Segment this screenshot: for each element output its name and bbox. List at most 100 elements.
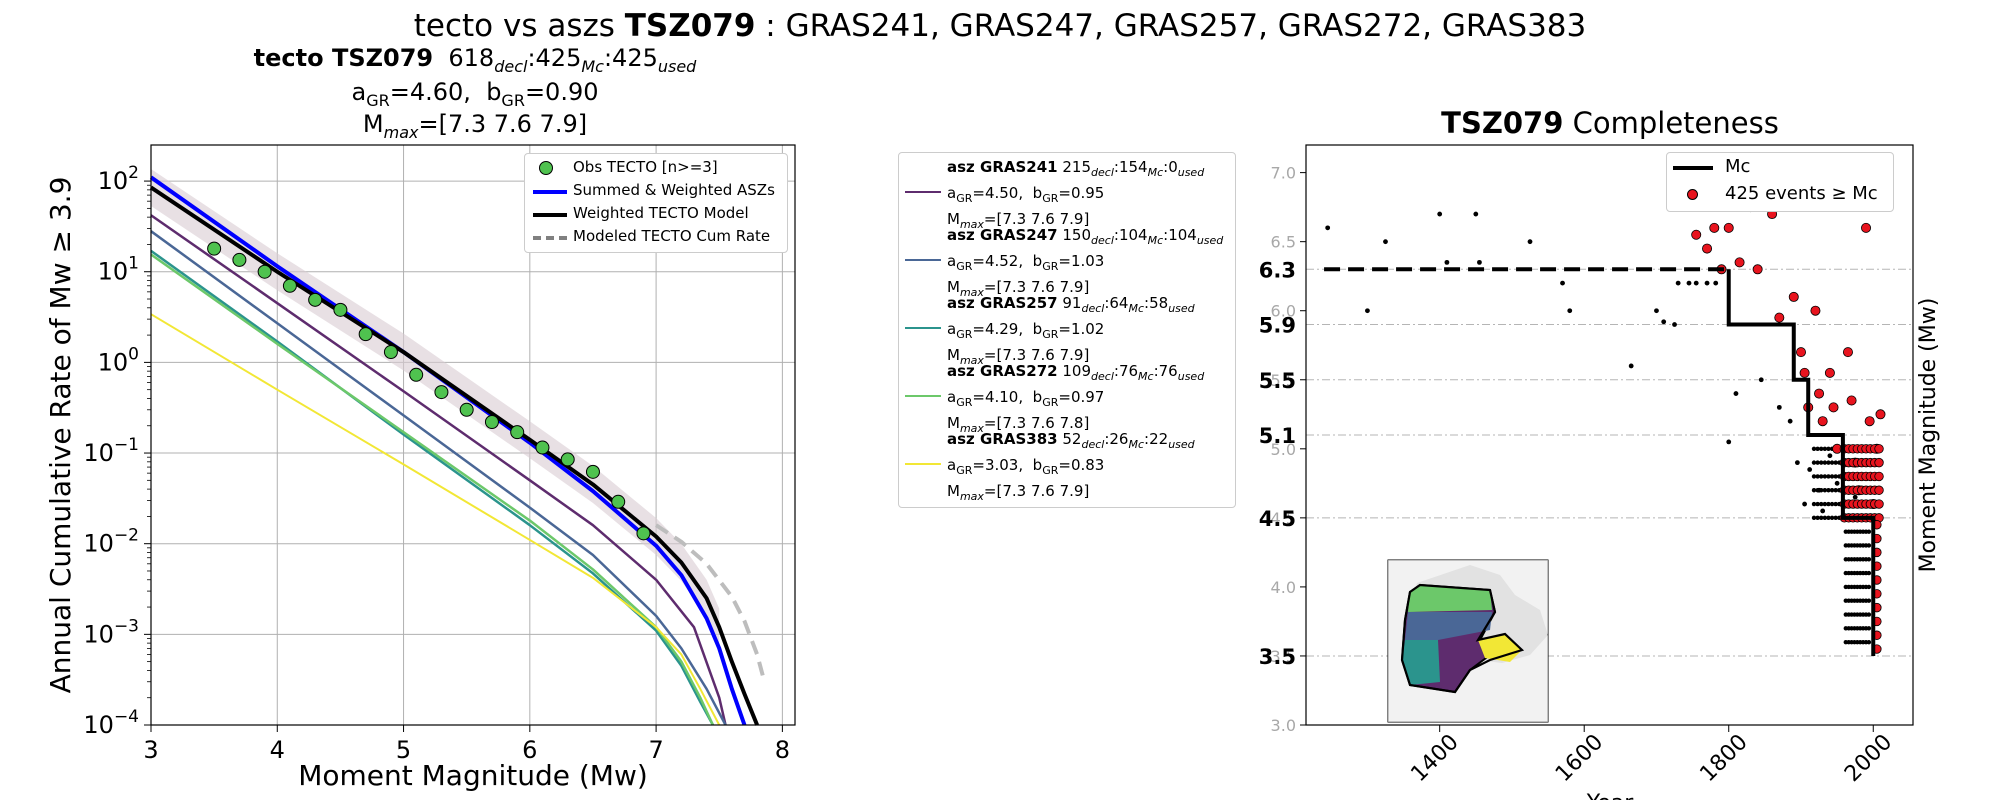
asz-b-label: b [1032,252,1043,270]
legend-label-summed: Summed & Weighted ASZs [573,181,775,199]
event-above-mc [1723,222,1734,233]
event-below-mc [1822,515,1828,521]
event-below-mc [1686,280,1692,286]
event-below-mc [1866,570,1872,576]
legend-swatch-summed [533,190,567,194]
event-below-mc [1866,584,1872,590]
completeness-title-zone: TSZ079 [1441,106,1564,140]
completeness-legend: Mc 425 events ≥ Mc [1666,152,1894,212]
event-below-mc [1833,488,1838,493]
left-y-tick-exp: −2 [114,526,139,546]
event-below-mc [1866,598,1872,603]
asz-mmax-sub: max [959,218,984,231]
asz-legend-line2: aGR=4.50, bGR=0.95 [947,184,1105,205]
asz-mmax-label: M [947,210,960,228]
event-above-mc [1774,312,1785,323]
event-below-mc [1819,474,1824,479]
left-series-line [150,313,721,726]
mc-level-label: 5.9 [1259,314,1296,338]
asz-mc: 26 [1109,430,1129,448]
left-title-line3: Mmax=[7.3 7.6 7.9] [362,110,588,142]
event-below-mc [1325,225,1331,231]
asz-b-label: b [1032,456,1043,474]
asz-b-label: b [1032,388,1043,406]
asz-a-sub: GR [956,328,973,341]
left-series-line [149,185,759,726]
a-label: a [351,78,367,106]
left-x-tick-label: 4 [270,736,285,764]
asz-legend-line1: asz GRAS272 109decl:76Mc:76used [947,362,1205,383]
left-sub-mc: Mc [581,56,604,76]
observed-point [308,292,323,307]
event-above-mc [1874,457,1884,468]
event-below-mc [1829,515,1835,521]
asz-used: 76 [1158,362,1178,380]
asz-b-sub: GR [1042,260,1059,273]
title-zone: TSZ079 [624,8,756,44]
event-above-mc [1752,264,1763,275]
asz-legend-item: asz GRAS257 91decl:64Mc:58used aGR=4.29, … [899,293,1235,367]
left-y-axis-label: Annual Cumulative Rate of Mw ≥ 3.9 [44,177,77,694]
asz-legend-item: asz GRAS383 52decl:26Mc:22used aGR=3.03, … [899,429,1235,503]
right-x-tick-label: 1400 [1406,730,1463,787]
asz-legend-line1: asz GRAS383 52decl:26Mc:22used [947,430,1195,451]
asz-decl: 91 [1062,294,1082,312]
event-below-mc [1733,391,1739,396]
asz-a-gr: 4.50 [984,184,1019,202]
title-suffix: : GRAS241, GRAS247, GRAS257, GRAS272, GR… [755,8,1587,44]
left-y-tick-base: 10 [98,348,129,376]
legend-item-observed: Obs TECTO [n>=3] [525,156,787,179]
event-below-mc [1829,460,1835,465]
observed-point [257,264,272,279]
event-below-mc [1628,363,1634,369]
legend-swatch-modeled [533,236,567,240]
event-above-mc [1734,257,1745,268]
event-below-mc [1815,515,1820,521]
event-below-mc [1822,460,1828,465]
asz-sub-used: used [1196,234,1224,247]
asz-legend-line3: Mmax=[7.3 7.6 7.9] [947,346,1090,367]
observed-point [434,385,449,400]
event-below-mc [1826,460,1831,465]
asz-mmax-label: M [947,278,960,296]
event-below-mc [1815,474,1820,479]
event-below-mc [1819,515,1824,521]
right-ticks: 3.03.54.04.55.05.56.06.57.03.54.55.15.55… [1259,164,1898,787]
observed-point [383,345,398,360]
mmax-sub: max [383,122,419,142]
asz-b-sub: GR [1042,192,1059,205]
event-below-mc [1802,501,1808,507]
asz-mmax: [7.3 7.6 7.9] [996,278,1090,296]
left-mmax: [7.3 7.6 7.9] [438,110,588,138]
asz-mc: 64 [1109,294,1129,312]
asz-sub-decl: decl [1091,234,1114,247]
event-below-mc [1815,488,1820,493]
right-x-tick-label: 2000 [1840,730,1897,787]
event-below-mc [1661,319,1667,325]
right-y-tick-label: 5.0 [1271,440,1296,459]
event-below-mc [1819,488,1824,493]
asz-sub-used: used [1177,166,1205,179]
asz-a-sub: GR [956,464,973,477]
asz-a-label: a [947,252,957,270]
asz-sub-decl: decl [1081,438,1105,451]
event-below-mc [1819,446,1824,452]
event-above-mc [1874,444,1884,454]
mc-level-label: 6.3 [1259,258,1296,282]
left-y-tick-base: 10 [83,439,114,467]
observed-point [560,452,575,467]
event-above-mc [1824,367,1835,378]
event-below-mc [1815,501,1820,507]
left-chart-legend: Obs TECTO [n>=3] Summed & Weighted ASZs … [524,153,788,253]
event-below-mc [1822,488,1828,493]
asz-a-label: a [947,184,957,202]
event-below-mc [1834,480,1840,486]
asz-legend-swatch [905,259,941,261]
event-above-mc [1864,416,1875,427]
asz-b-gr: 0.83 [1070,456,1105,474]
left-count-used: 425 [612,44,658,72]
asz-sub-used: used [1168,302,1195,315]
